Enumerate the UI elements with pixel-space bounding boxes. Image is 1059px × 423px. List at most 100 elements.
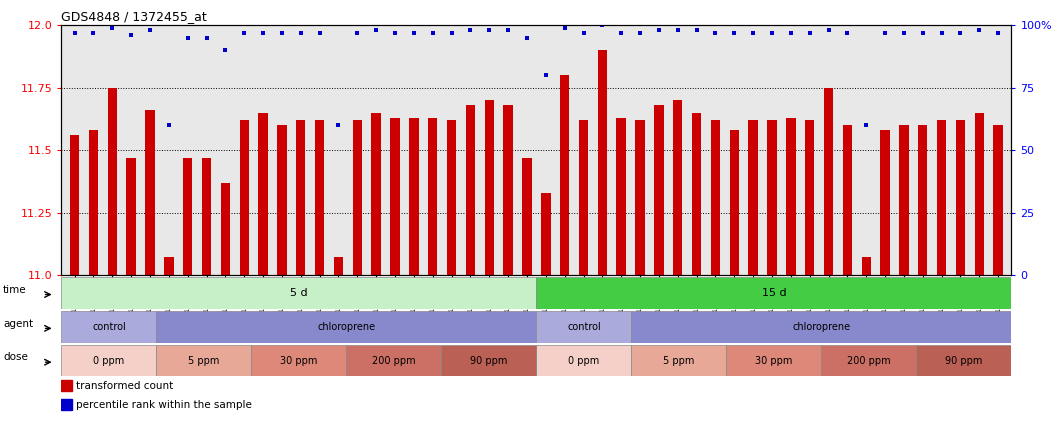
Point (802, 30, 819, 36)
Bar (536, 345, 631, 376)
Bar (768, 120, 776, 275)
Bar (786, 118, 795, 275)
Point (820, 27, 837, 34)
Bar (674, 100, 682, 275)
Text: time: time (3, 285, 26, 295)
Bar (597, 50, 607, 275)
Point (85, 30, 102, 36)
Bar (899, 125, 909, 275)
Point (914, 30, 931, 36)
Point (104, 25, 121, 31)
Bar (805, 120, 814, 275)
Point (330, 122, 347, 129)
Bar (239, 120, 249, 275)
Text: 15 d: 15 d (761, 288, 786, 298)
Bar (442, 345, 536, 376)
Text: 0 ppm: 0 ppm (569, 356, 599, 365)
Bar (485, 100, 493, 275)
Point (537, 72, 554, 79)
Point (971, 27, 988, 34)
Point (556, 25, 573, 31)
Bar (916, 345, 1011, 376)
Bar (391, 118, 399, 275)
Text: percentile rank within the sample: percentile rank within the sample (76, 400, 252, 410)
Bar (711, 120, 720, 275)
Text: control: control (567, 322, 600, 332)
Bar (503, 105, 513, 275)
Point (631, 30, 648, 36)
Bar (157, 345, 251, 376)
Point (952, 30, 969, 36)
Bar (315, 120, 324, 275)
Bar (277, 125, 287, 275)
Point (783, 30, 800, 36)
Text: 5 ppm: 5 ppm (663, 356, 695, 365)
Bar (466, 105, 475, 275)
Point (273, 30, 290, 36)
Point (575, 30, 592, 36)
Bar (993, 125, 1003, 275)
Point (66, 30, 83, 36)
Point (500, 27, 517, 34)
Point (688, 27, 705, 34)
Point (725, 30, 742, 36)
Point (462, 27, 479, 34)
Point (123, 32, 140, 39)
Text: 0 ppm: 0 ppm (93, 356, 125, 365)
Point (744, 30, 761, 36)
Point (179, 35, 196, 41)
Point (217, 47, 234, 54)
Bar (145, 110, 155, 275)
Text: agent: agent (3, 319, 33, 329)
Point (933, 30, 950, 36)
Bar (937, 120, 947, 275)
Point (896, 30, 913, 36)
Bar (749, 120, 758, 275)
Point (367, 27, 384, 34)
Point (858, 122, 875, 129)
Text: 90 ppm: 90 ppm (946, 356, 983, 365)
Bar (918, 125, 928, 275)
Bar (428, 118, 437, 275)
Bar (297, 120, 305, 275)
Point (198, 35, 215, 41)
Text: 200 ppm: 200 ppm (847, 356, 891, 365)
Text: chloroprene: chloroprene (318, 322, 376, 332)
Bar (692, 113, 701, 275)
Text: control: control (92, 322, 126, 332)
Text: 5 d: 5 d (290, 288, 308, 298)
Point (425, 30, 442, 36)
Point (669, 27, 686, 34)
Bar (61, 311, 157, 343)
Bar (220, 183, 230, 275)
Bar (631, 345, 726, 376)
Point (839, 30, 856, 36)
Bar (635, 120, 645, 275)
Bar (880, 130, 890, 275)
Bar (251, 345, 346, 376)
Text: dose: dose (3, 352, 28, 363)
Point (764, 30, 780, 36)
Bar (616, 118, 626, 275)
Bar (61, 345, 157, 376)
Point (348, 30, 365, 36)
Bar (334, 258, 343, 275)
Point (406, 30, 423, 36)
Bar (70, 135, 79, 275)
Bar (61, 380, 72, 391)
Point (142, 27, 159, 34)
Text: 30 ppm: 30 ppm (281, 356, 318, 365)
Bar (346, 345, 442, 376)
Bar (824, 88, 833, 275)
Point (160, 122, 177, 129)
Point (443, 30, 460, 36)
Text: 90 ppm: 90 ppm (470, 356, 507, 365)
Bar (202, 158, 211, 275)
Bar (61, 277, 536, 309)
Text: 5 ppm: 5 ppm (189, 356, 219, 365)
Bar (631, 311, 1011, 343)
Bar (89, 130, 98, 275)
Bar (447, 120, 456, 275)
Point (311, 30, 328, 36)
Bar (541, 192, 551, 275)
